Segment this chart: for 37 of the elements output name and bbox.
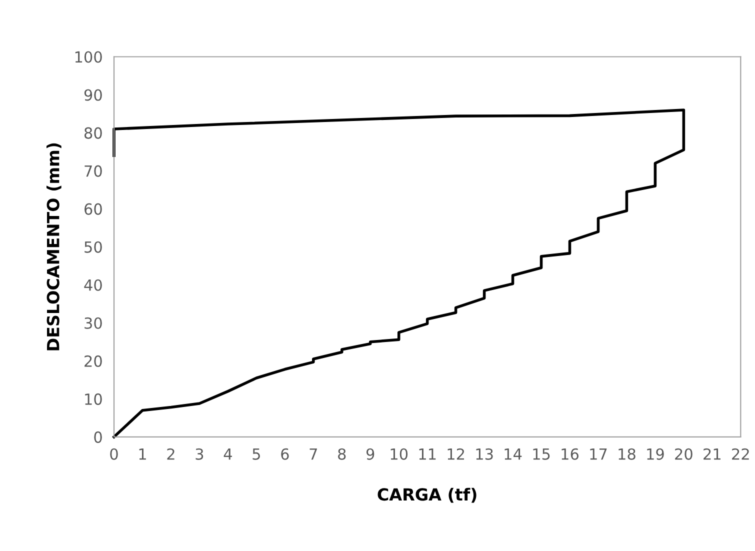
y-tick-label: 30 (84, 317, 102, 329)
y-tick-label: 90 (84, 89, 102, 101)
y-tick-label: 100 (75, 51, 102, 63)
x-tick-label: 5 (252, 448, 260, 460)
y-tick-label: 50 (84, 241, 102, 253)
line-series (112, 108, 686, 438)
y-tick-label: 60 (84, 203, 102, 215)
x-tick-label: 17 (590, 448, 607, 460)
x-tick-label: 0 (110, 448, 118, 460)
x-axis-title: CARGA (tf) (378, 488, 476, 503)
x-tick-label: 11 (419, 448, 436, 460)
x-tick-label: 18 (618, 448, 636, 460)
x-tick-label: 22 (732, 448, 749, 460)
x-tick-label: 7 (310, 448, 317, 460)
x-tick-label: 15 (533, 448, 550, 460)
x-tick-label: 12 (448, 448, 464, 460)
x-tick-label: 4 (224, 448, 232, 460)
x-tick-label: 16 (562, 448, 579, 460)
y-tick-label: 10 (85, 393, 102, 405)
x-tick-label: 3 (196, 448, 204, 460)
y-tick-label: 80 (84, 127, 102, 139)
x-tick-label: 9 (366, 448, 374, 460)
x-tick-label: 8 (338, 448, 346, 460)
x-tick-label: 21 (704, 448, 720, 460)
x-tick-label: 13 (476, 448, 493, 460)
x-tick-label: 2 (167, 448, 174, 460)
x-tick-label: 14 (504, 448, 522, 460)
y-tick-label: 0 (94, 431, 102, 443)
y-tick-label: 40 (84, 279, 102, 291)
x-tick-label: 1 (139, 448, 146, 460)
x-tick-label: 20 (675, 448, 692, 460)
y-tick-label: 70 (84, 165, 102, 177)
y-tick-label: 20 (84, 355, 102, 367)
x-tick-label: 6 (281, 448, 289, 460)
y-axis-title: DESLOCAMENTO (mm) (46, 143, 62, 350)
x-tick-label: 19 (647, 448, 664, 460)
x-tick-label: 10 (390, 448, 408, 460)
